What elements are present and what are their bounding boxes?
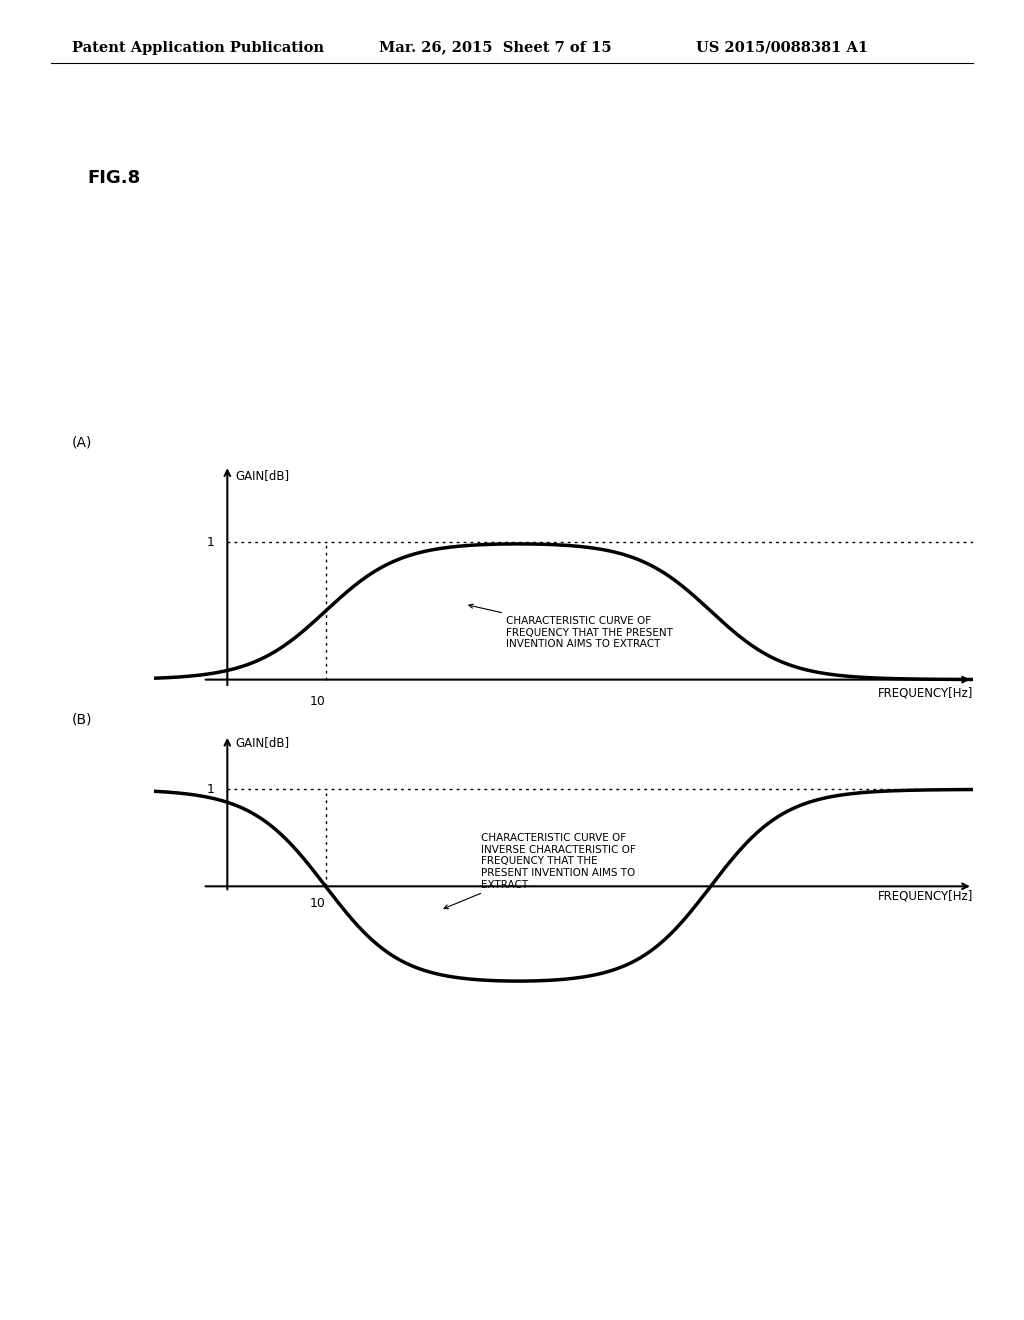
Text: Mar. 26, 2015  Sheet 7 of 15: Mar. 26, 2015 Sheet 7 of 15 bbox=[379, 41, 611, 54]
Text: FIG.8: FIG.8 bbox=[87, 169, 140, 187]
Text: (A): (A) bbox=[72, 436, 92, 449]
Text: GAIN[dB]: GAIN[dB] bbox=[236, 735, 290, 748]
Text: 1: 1 bbox=[207, 536, 215, 549]
Text: Patent Application Publication: Patent Application Publication bbox=[72, 41, 324, 54]
Text: FREQUENCY[Hz]: FREQUENCY[Hz] bbox=[878, 686, 973, 700]
Text: (B): (B) bbox=[72, 713, 92, 726]
Text: US 2015/0088381 A1: US 2015/0088381 A1 bbox=[696, 41, 868, 54]
Text: 10: 10 bbox=[309, 898, 326, 909]
Text: GAIN[dB]: GAIN[dB] bbox=[236, 469, 290, 482]
Text: 1: 1 bbox=[207, 783, 215, 796]
Text: CHARACTERISTIC CURVE OF
FREQUENCY THAT THE PRESENT
INVENTION AIMS TO EXTRACT: CHARACTERISTIC CURVE OF FREQUENCY THAT T… bbox=[469, 605, 673, 649]
Text: CHARACTERISTIC CURVE OF
INVERSE CHARACTERISTIC OF
FREQUENCY THAT THE
PRESENT INV: CHARACTERISTIC CURVE OF INVERSE CHARACTE… bbox=[444, 833, 636, 908]
Text: 10: 10 bbox=[309, 694, 326, 708]
Text: FREQUENCY[Hz]: FREQUENCY[Hz] bbox=[878, 890, 973, 903]
